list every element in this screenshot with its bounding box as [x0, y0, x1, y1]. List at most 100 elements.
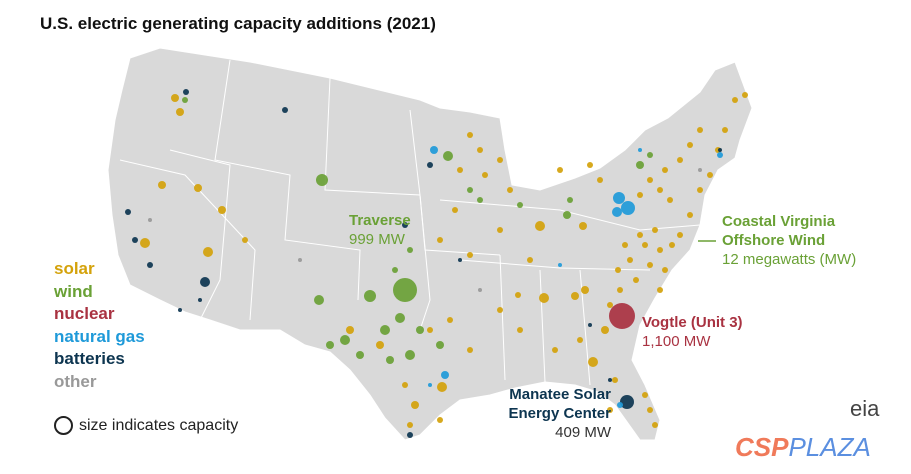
watermark-part-2: PLAZA	[788, 432, 871, 462]
coastal-virginia-annotation: Coastal Virginia Offshore Wind 12 megawa…	[722, 212, 856, 269]
solar-plant-marker	[612, 377, 618, 383]
solar-plant-marker	[597, 177, 603, 183]
solar-plant-marker	[402, 382, 408, 388]
batteries-plant-marker	[183, 89, 189, 95]
solar-plant-marker	[647, 262, 653, 268]
solar-plant-marker	[615, 267, 621, 273]
solar-plant-marker	[669, 242, 675, 248]
wind-plant-marker	[567, 197, 573, 203]
solar-plant-marker	[194, 184, 202, 192]
wind-plant-marker	[182, 97, 188, 103]
solar-plant-marker	[176, 108, 184, 116]
solar-plant-marker	[539, 293, 549, 303]
solar-plant-marker	[601, 326, 609, 334]
solar-plant-marker	[507, 187, 513, 193]
natural-gas-plant-marker	[441, 371, 449, 379]
solar-plant-marker	[467, 252, 473, 258]
solar-plant-marker	[642, 242, 648, 248]
other-plant-marker	[478, 288, 482, 292]
solar-plant-marker	[642, 392, 648, 398]
solar-plant-marker	[497, 227, 503, 233]
solar-plant-marker	[437, 237, 443, 243]
natural-gas-plant-marker	[430, 146, 438, 154]
traverse-annotation: Traverse 999 MW	[349, 211, 411, 249]
batteries-plant-marker	[427, 162, 433, 168]
solar-plant-marker	[662, 167, 668, 173]
solar-plant-marker	[637, 232, 643, 238]
solar-plant-marker	[677, 232, 683, 238]
solar-plant-marker	[697, 187, 703, 193]
solar-plant-marker	[657, 287, 663, 293]
solar-plant-marker	[140, 238, 150, 248]
solar-plant-marker	[732, 97, 738, 103]
solar-plant-marker	[587, 162, 593, 168]
solar-plant-marker	[411, 401, 419, 409]
wind-plant-marker	[467, 187, 473, 193]
solar-plant-marker	[657, 247, 663, 253]
coastal-virginia-name-1: Coastal Virginia	[722, 213, 836, 230]
legend: solar wind nuclear natural gas batteries…	[54, 258, 145, 393]
size-legend: size indicates capacity	[54, 416, 238, 435]
solar-plant-marker	[588, 357, 598, 367]
batteries-plant-marker	[198, 298, 202, 302]
solar-plant-marker	[457, 167, 463, 173]
solar-plant-marker	[607, 407, 613, 413]
wind-plant-marker	[314, 295, 324, 305]
natural-gas-plant-marker	[717, 152, 723, 158]
solar-plant-marker	[622, 242, 628, 248]
watermark: CSPPLAZA	[735, 432, 871, 462]
wind-plant-marker	[407, 247, 413, 253]
solar-plant-marker	[581, 286, 589, 294]
legend-natural-gas: natural gas	[54, 326, 145, 346]
vogtle-name: Vogtle (Unit 3)	[642, 314, 743, 331]
other-plant-marker	[298, 258, 302, 262]
solar-plant-marker	[617, 287, 623, 293]
solar-plant-marker	[515, 292, 521, 298]
manatee-annotation: Manatee Solar Energy Center 409 MW	[487, 385, 611, 442]
eia-logo: eia	[850, 396, 880, 421]
solar-plant-marker	[158, 181, 166, 189]
wind-plant-marker	[316, 174, 328, 186]
solar-plant-marker	[657, 187, 663, 193]
batteries-plant-marker	[458, 258, 462, 262]
wind-plant-marker	[563, 211, 571, 219]
solar-plant-marker	[687, 142, 693, 148]
solar-plant-marker	[452, 207, 458, 213]
batteries-plant-marker	[620, 395, 634, 409]
solar-plant-marker	[557, 167, 563, 173]
size-note-text: size indicates capacity	[79, 416, 239, 434]
wind-plant-marker	[386, 356, 394, 364]
solar-plant-marker	[637, 192, 643, 198]
legend-solar: solar	[54, 259, 95, 278]
solar-plant-marker	[571, 292, 579, 300]
nuclear-plant-marker	[609, 303, 635, 329]
solar-plant-marker	[633, 277, 639, 283]
wind-plant-marker	[356, 351, 364, 359]
solar-plant-marker	[437, 382, 447, 392]
solar-plant-marker	[242, 237, 248, 243]
natural-gas-plant-marker	[617, 402, 623, 408]
solar-plant-marker	[707, 172, 713, 178]
coastal-virginia-name-2: Offshore Wind	[722, 232, 826, 249]
solar-plant-marker	[627, 257, 633, 263]
manatee-name-2: Energy Center	[508, 405, 611, 422]
natural-gas-plant-marker	[428, 383, 432, 387]
other-plant-marker	[148, 218, 152, 222]
solar-plant-marker	[467, 347, 473, 353]
traverse-name: Traverse	[349, 212, 411, 229]
solar-plant-marker	[497, 307, 503, 313]
wind-plant-marker	[364, 290, 376, 302]
batteries-plant-marker	[402, 222, 408, 228]
batteries-plant-marker	[132, 237, 138, 243]
solar-plant-marker	[579, 222, 587, 230]
solar-plant-marker	[652, 227, 658, 233]
circle-size-icon	[54, 416, 73, 435]
wind-plant-marker	[392, 267, 398, 273]
wind-plant-marker	[405, 350, 415, 360]
solar-plant-marker	[477, 147, 483, 153]
solar-plant-marker	[662, 267, 668, 273]
solar-plant-marker	[667, 197, 673, 203]
wind-plant-marker	[326, 341, 334, 349]
solar-plant-marker	[467, 132, 473, 138]
solar-plant-marker	[407, 422, 413, 428]
